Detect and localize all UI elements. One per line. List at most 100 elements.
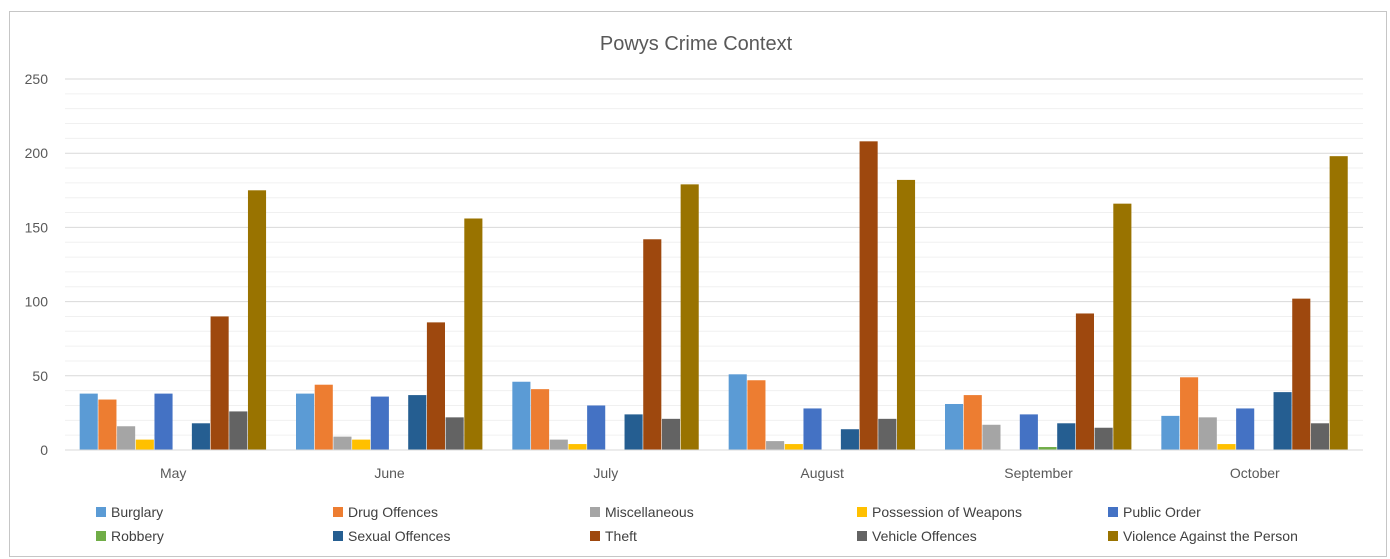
bar-miscellaneous-august (766, 441, 785, 450)
legend-label: Violence Against the Person (1123, 528, 1298, 544)
bar-public-order-september (1019, 414, 1038, 450)
x-tick-label: October (1230, 465, 1280, 481)
legend-item-possession-of-weapons: Possession of Weapons (857, 504, 1022, 520)
bar-theft-may (210, 316, 229, 450)
bar-burglary-august (728, 374, 747, 450)
bar-drug-offences-august (747, 380, 766, 450)
legend-item-public-order: Public Order (1108, 504, 1201, 520)
y-tick-label: 50 (32, 368, 48, 384)
legend-item-sexual-offences: Sexual Offences (333, 528, 450, 544)
bar-public-order-july (587, 405, 606, 450)
bar-violence-against-the-person-september (1113, 203, 1132, 450)
bar-violence-against-the-person-october (1329, 156, 1348, 450)
bar-possession-of-weapons-august (784, 444, 803, 450)
bar-sexual-offences-july (624, 414, 643, 450)
bar-sexual-offences-may (191, 423, 210, 450)
legend-swatch (96, 507, 106, 517)
legend-label: Drug Offences (348, 504, 438, 520)
legend-swatch (96, 531, 106, 541)
legend-swatch (590, 507, 600, 517)
bar-sexual-offences-june (408, 395, 427, 450)
legend-item-miscellaneous: Miscellaneous (590, 504, 694, 520)
legend-item-violence-against-the-person: Violence Against the Person (1108, 528, 1298, 544)
x-tick-label: August (800, 465, 844, 481)
legend-swatch (857, 531, 867, 541)
legend-swatch (590, 531, 600, 541)
bar-burglary-september (945, 403, 964, 450)
legend-label: Miscellaneous (605, 504, 694, 520)
legend-swatch (857, 507, 867, 517)
bar-vehicle-offences-june (445, 417, 464, 450)
bar-burglary-october (1161, 415, 1180, 450)
bar-vehicle-offences-october (1310, 423, 1330, 450)
bar-drug-offences-may (98, 399, 117, 450)
legend-label: Public Order (1123, 504, 1201, 520)
bar-possession-of-weapons-july (568, 444, 587, 450)
bar-theft-july (643, 239, 662, 450)
legend-swatch (1108, 507, 1118, 517)
x-tick-label: June (374, 465, 405, 481)
legend-label: Burglary (111, 504, 163, 520)
bar-drug-offences-september (963, 395, 982, 450)
bar-vehicle-offences-september (1094, 427, 1113, 450)
bar-public-order-october (1236, 408, 1255, 450)
legend-label: Theft (605, 528, 637, 544)
bar-violence-against-the-person-may (247, 190, 267, 451)
y-tick-label: 100 (25, 294, 49, 310)
legend-item-burglary: Burglary (96, 504, 163, 520)
x-tick-label: July (593, 465, 618, 481)
bar-possession-of-weapons-october (1217, 444, 1236, 450)
bar-miscellaneous-may (117, 426, 136, 450)
bar-miscellaneous-october (1198, 417, 1217, 450)
bar-sexual-offences-september (1057, 423, 1076, 450)
bar-vehicle-offences-july (661, 418, 681, 450)
bar-miscellaneous-july (549, 439, 568, 450)
y-tick-label: 200 (25, 145, 49, 161)
bar-violence-against-the-person-june (464, 218, 483, 450)
bar-burglary-may (79, 393, 98, 450)
bar-public-order-august (803, 408, 822, 450)
bar-sexual-offences-october (1273, 392, 1292, 450)
y-tick-label: 0 (40, 442, 48, 458)
legend-swatch (333, 507, 343, 517)
x-axis: May June July August September October (65, 449, 1363, 481)
bar-drug-offences-october (1180, 377, 1199, 450)
bar-miscellaneous-june (333, 436, 352, 450)
bar-violence-against-the-person-august (896, 179, 916, 451)
legend: Burglary Drug Offences Miscellaneous Posses… (96, 504, 1298, 544)
bar-possession-of-weapons-may (135, 439, 154, 450)
legend-swatch (333, 531, 343, 541)
gridlines (65, 78, 1363, 436)
bar-public-order-june (370, 396, 389, 450)
x-tick-label: September (1004, 465, 1073, 481)
bar-miscellaneous-september (982, 424, 1001, 450)
bar-theft-august (859, 141, 878, 450)
bar-burglary-july (512, 381, 531, 450)
bars (79, 141, 1348, 451)
bar-vehicle-offences-may (229, 411, 248, 450)
chart-title: Powys Crime Context (600, 33, 793, 55)
bar-possession-of-weapons-june (352, 439, 371, 450)
legend-label: Robbery (111, 528, 164, 544)
y-axis: 0 50 100 150 200 250 (25, 71, 49, 458)
bar-sexual-offences-august (840, 429, 859, 450)
legend-swatch (1108, 531, 1118, 541)
legend-item-vehicle-offences: Vehicle Offences (857, 528, 977, 544)
legend-item-theft: Theft (590, 528, 637, 544)
bar-violence-against-the-person-july (680, 184, 699, 450)
legend-item-drug-offences: Drug Offences (333, 504, 438, 520)
bar-robbery-september (1038, 447, 1057, 450)
y-tick-label: 150 (25, 219, 49, 235)
bar-vehicle-offences-august (878, 418, 897, 450)
bar-public-order-may (154, 393, 173, 450)
legend-label: Vehicle Offences (872, 528, 977, 544)
bar-burglary-june (296, 393, 315, 450)
y-tick-label: 250 (25, 71, 49, 87)
bar-theft-june (426, 322, 445, 450)
legend-label: Sexual Offences (348, 528, 450, 544)
x-tick-label: May (160, 465, 186, 481)
legend-item-robbery: Robbery (96, 528, 164, 544)
bar-drug-offences-june (314, 384, 333, 450)
legend-label: Possession of Weapons (872, 504, 1022, 520)
